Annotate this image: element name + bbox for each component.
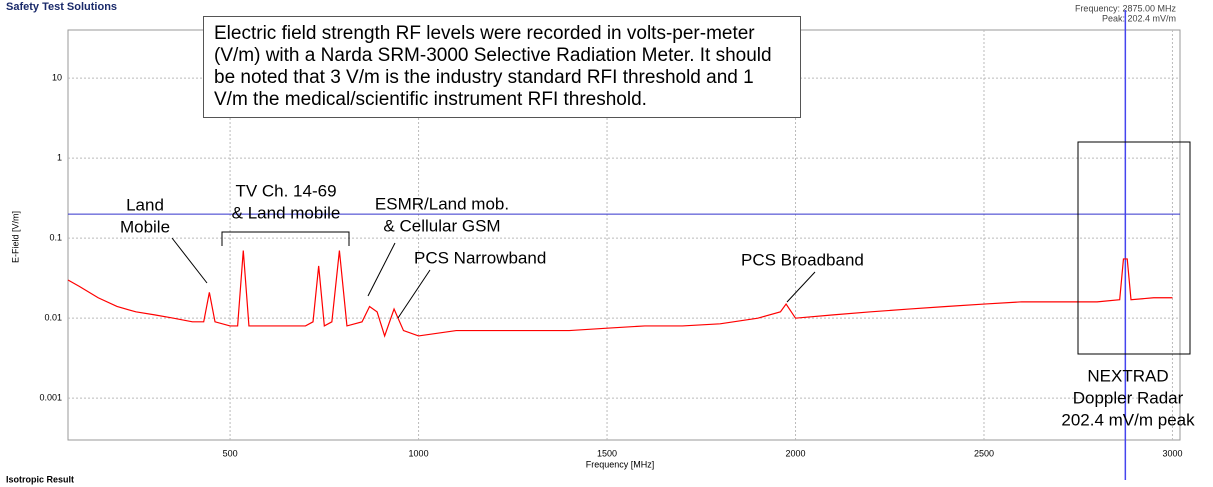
leader-line	[171, 237, 208, 284]
x-tick-label: 2000	[785, 448, 805, 458]
x-axis-label: Frequency [MHz]	[586, 459, 655, 469]
y-tick-label: 0.01	[44, 313, 62, 323]
y-tick-label: 0.1	[49, 233, 62, 243]
y-tick-label: 1	[57, 153, 62, 163]
x-tick-label: 500	[223, 448, 238, 458]
cursor-info: Peak: 202.4 mV/m	[1102, 13, 1176, 23]
cursor-info: Frequency: 2875.00 MHz	[1075, 3, 1177, 13]
annotation: 202.4 mV/m peak	[1061, 410, 1195, 429]
annotation: PCS Broadband	[741, 250, 864, 269]
footer: Isotropic Result	[6, 474, 74, 484]
leader-line	[786, 271, 816, 303]
annotation: TV Ch. 14-69	[235, 181, 336, 200]
annotation: Land	[126, 195, 164, 214]
annotation: & Cellular GSM	[383, 216, 500, 235]
leader-line	[397, 269, 431, 319]
annotation: ESMR/Land mob.	[375, 194, 509, 213]
bracket	[221, 231, 350, 246]
data-line	[67, 250, 1173, 338]
x-tick-label: 1000	[409, 448, 429, 458]
highlight-box	[1077, 141, 1191, 355]
annotation: & Land mobile	[232, 203, 341, 222]
annotation: Doppler Radar	[1073, 388, 1184, 407]
marks: 10 1 0.1 0.01 0.001 500 1000 1500 2000 2500 3000	[39, 10, 1182, 480]
leader-line	[367, 242, 396, 297]
x-tick-label: 2500	[974, 448, 994, 458]
note-box: Electric field strength RF levels were r…	[203, 16, 801, 118]
x-tick-label: 3000	[1162, 448, 1182, 458]
y-tick-label: 0.001	[39, 393, 62, 403]
annotation: Mobile	[120, 217, 170, 236]
annotation: PCS Narrowband	[414, 248, 546, 267]
logo: Safety Test Solutions	[6, 1, 117, 13]
y-tick-label: 10	[52, 73, 62, 83]
y-axis-label: E-Field [V/m]	[10, 211, 20, 263]
x-tick-label: 1500	[597, 448, 617, 458]
annotation: NEXTRAD	[1087, 366, 1168, 385]
